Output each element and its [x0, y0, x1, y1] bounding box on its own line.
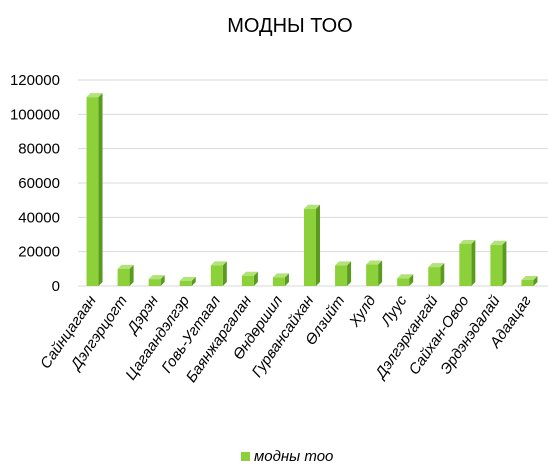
- bar: [272, 273, 289, 286]
- bar-top: [304, 204, 320, 209]
- bar-top: [490, 240, 507, 245]
- bar-side: [160, 275, 165, 286]
- bars: [86, 93, 538, 287]
- bar: [459, 239, 476, 286]
- bar-top: [428, 263, 445, 268]
- bar-top: [521, 275, 538, 280]
- bar-front: [490, 244, 503, 286]
- bar-side: [378, 260, 383, 286]
- bar-side: [253, 271, 258, 286]
- bar: [428, 263, 445, 286]
- bar: [490, 240, 507, 286]
- bar: [86, 93, 103, 287]
- bar-front: [397, 278, 410, 286]
- bar-side: [316, 204, 320, 286]
- legend-swatch: [241, 452, 250, 461]
- bar-top: [397, 274, 414, 279]
- bar: [366, 260, 383, 286]
- bar-side: [284, 273, 289, 286]
- y-tick-label: 60000: [18, 175, 60, 192]
- bar-top: [366, 260, 383, 265]
- bar-top: [148, 275, 165, 280]
- y-tick-label: 100000: [10, 106, 60, 123]
- bar-top: [272, 273, 289, 278]
- bar: [397, 274, 414, 286]
- bar-front: [521, 279, 534, 286]
- bar-side: [191, 276, 196, 286]
- y-tick-label: 40000: [18, 209, 60, 226]
- chart-title: МОДНЫ ТОО: [227, 15, 352, 37]
- bar-side: [222, 261, 227, 286]
- bar-side: [440, 263, 445, 286]
- legend-label: модны тоо: [254, 448, 333, 465]
- y-tick-label: 120000: [10, 72, 60, 89]
- bar-front: [459, 243, 472, 286]
- bar-side: [533, 275, 538, 286]
- x-tick-label: Хулд: [346, 293, 380, 331]
- bar-top: [117, 264, 134, 269]
- bar: [148, 275, 165, 286]
- bar: [304, 204, 320, 286]
- bar-front: [117, 268, 130, 286]
- bar: [117, 264, 134, 286]
- bar: [241, 271, 258, 286]
- bar-top: [210, 261, 227, 266]
- bar-side: [409, 274, 414, 286]
- bar: [179, 276, 196, 286]
- bar-top: [459, 239, 476, 244]
- bar-front: [428, 267, 441, 286]
- bar-top: [179, 276, 196, 281]
- bar-side: [347, 261, 352, 286]
- bar-top: [335, 261, 352, 266]
- bar-side: [98, 93, 103, 287]
- bar-front: [148, 279, 161, 286]
- bar: [210, 261, 227, 286]
- bar-side: [129, 264, 134, 286]
- bar-front: [366, 264, 379, 286]
- bar-front: [210, 265, 223, 286]
- y-tick-label: 0: [52, 278, 60, 295]
- bar-front: [335, 265, 348, 286]
- x-axis-labels: СайнцагаанДэлгэрцогтДэрэнЦагаандэлгэрГов…: [37, 292, 535, 386]
- y-tick-label: 80000: [18, 141, 60, 158]
- bar-side: [471, 239, 476, 286]
- bar: [521, 275, 538, 286]
- bar-front: [179, 280, 192, 286]
- legend: модны тоо: [241, 448, 333, 465]
- bar: [335, 261, 352, 286]
- y-axis-ticks: 0 20000 40000 60000 80000 100000 120000: [10, 72, 60, 295]
- y-tick-label: 20000: [18, 244, 60, 261]
- bar-top: [86, 93, 103, 98]
- bar-top: [241, 271, 258, 276]
- bar-front: [304, 208, 316, 286]
- bar-front: [241, 275, 254, 286]
- bar-side: [502, 240, 507, 286]
- bar-front: [86, 97, 99, 287]
- bar-front: [272, 277, 285, 286]
